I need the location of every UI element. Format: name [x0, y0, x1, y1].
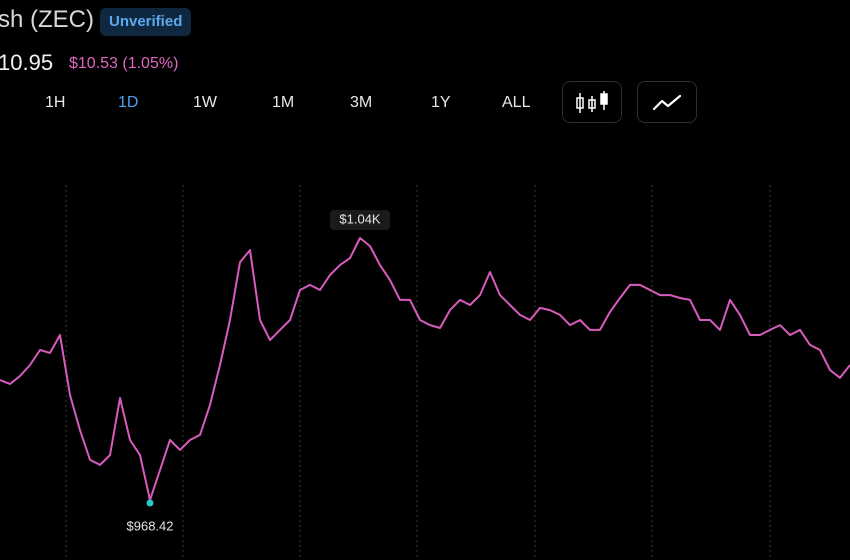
range-button[interactable]: 3M	[350, 94, 373, 111]
verification-badge: Unverified	[100, 8, 192, 36]
price-line	[0, 237, 850, 501]
candlestick-toggle[interactable]	[562, 81, 622, 123]
price-change: $10.53 (1.05%)	[69, 55, 179, 72]
range-button[interactable]: 1M	[272, 94, 295, 111]
min-label: $968.42	[127, 518, 174, 533]
max-label-bg	[330, 210, 390, 230]
range-button[interactable]: 1H	[45, 94, 66, 111]
min-marker	[146, 499, 154, 507]
max-label: $1.04K	[339, 211, 381, 226]
range-button[interactable]: 1W	[193, 94, 217, 111]
range-button[interactable]: ALL	[502, 94, 531, 111]
line-toggle[interactable]	[637, 81, 697, 123]
asset-title: sh (ZEC)	[0, 6, 94, 33]
range-button[interactable]: 1D	[118, 94, 139, 111]
price: 10.95	[0, 50, 54, 75]
line-icon	[652, 94, 682, 111]
candlestick-icon	[576, 91, 608, 113]
range-button[interactable]: 1Y	[431, 94, 451, 111]
